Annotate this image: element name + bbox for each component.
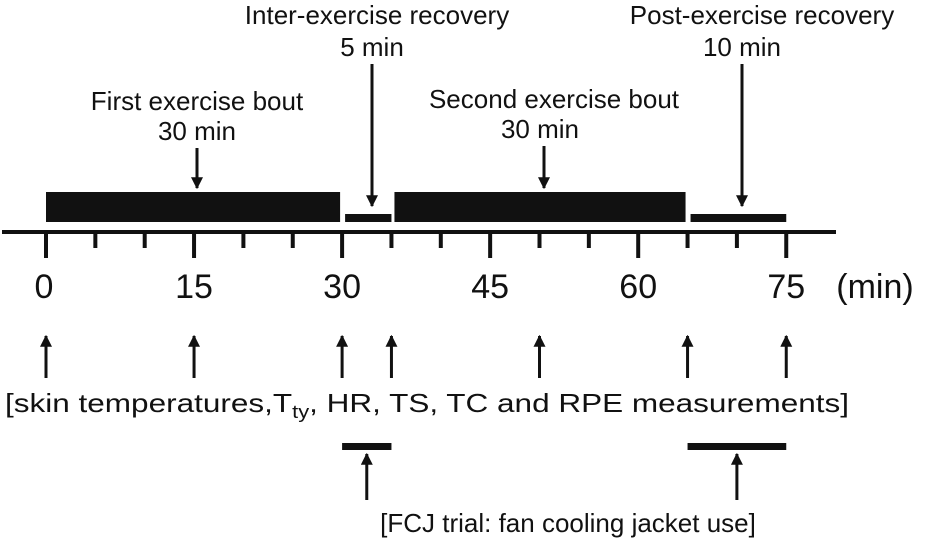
tick-label-45: 45 <box>471 268 509 306</box>
timeline-tick-labels: 0 15 30 45 60 75 <box>35 268 806 306</box>
fcj-caption: [FCJ trial: fan cooling jacket use] <box>380 508 756 538</box>
phase-4-bar <box>690 214 787 222</box>
phase-2-bar <box>345 214 392 222</box>
phase-3-bar <box>394 192 686 222</box>
fcj-period-marks <box>342 443 787 500</box>
measurement-caption-subscript: ty <box>292 402 309 422</box>
phase-1-duration: 30 min <box>158 116 236 146</box>
axis-unit-label: (min) <box>836 268 913 306</box>
phase-2-duration: 5 min <box>340 32 404 62</box>
fcj-period-bar <box>687 443 787 450</box>
phase-3-duration: 30 min <box>501 114 579 144</box>
phase-1-bar <box>46 192 341 222</box>
phase-2-title: Inter-exercise recovery <box>245 0 509 30</box>
phase-3-title: Second exercise bout <box>429 84 680 114</box>
phase-1-title: First exercise bout <box>91 86 304 116</box>
measurement-arrows <box>40 334 793 378</box>
tick-label-60: 60 <box>619 268 657 306</box>
measurement-caption: [skin temperatures,T ty, HR, TS, TC and R… <box>5 388 849 422</box>
tick-label-0: 0 <box>35 268 54 306</box>
phase-4-duration: 10 min <box>703 32 781 62</box>
fcj-period-bar <box>342 443 392 450</box>
tick-label-30: 30 <box>323 268 361 306</box>
timeline-ticks <box>44 232 789 258</box>
tick-label-15: 15 <box>175 268 213 306</box>
phase-4-title: Post-exercise recovery <box>630 0 894 30</box>
tick-label-75: 75 <box>767 268 805 306</box>
